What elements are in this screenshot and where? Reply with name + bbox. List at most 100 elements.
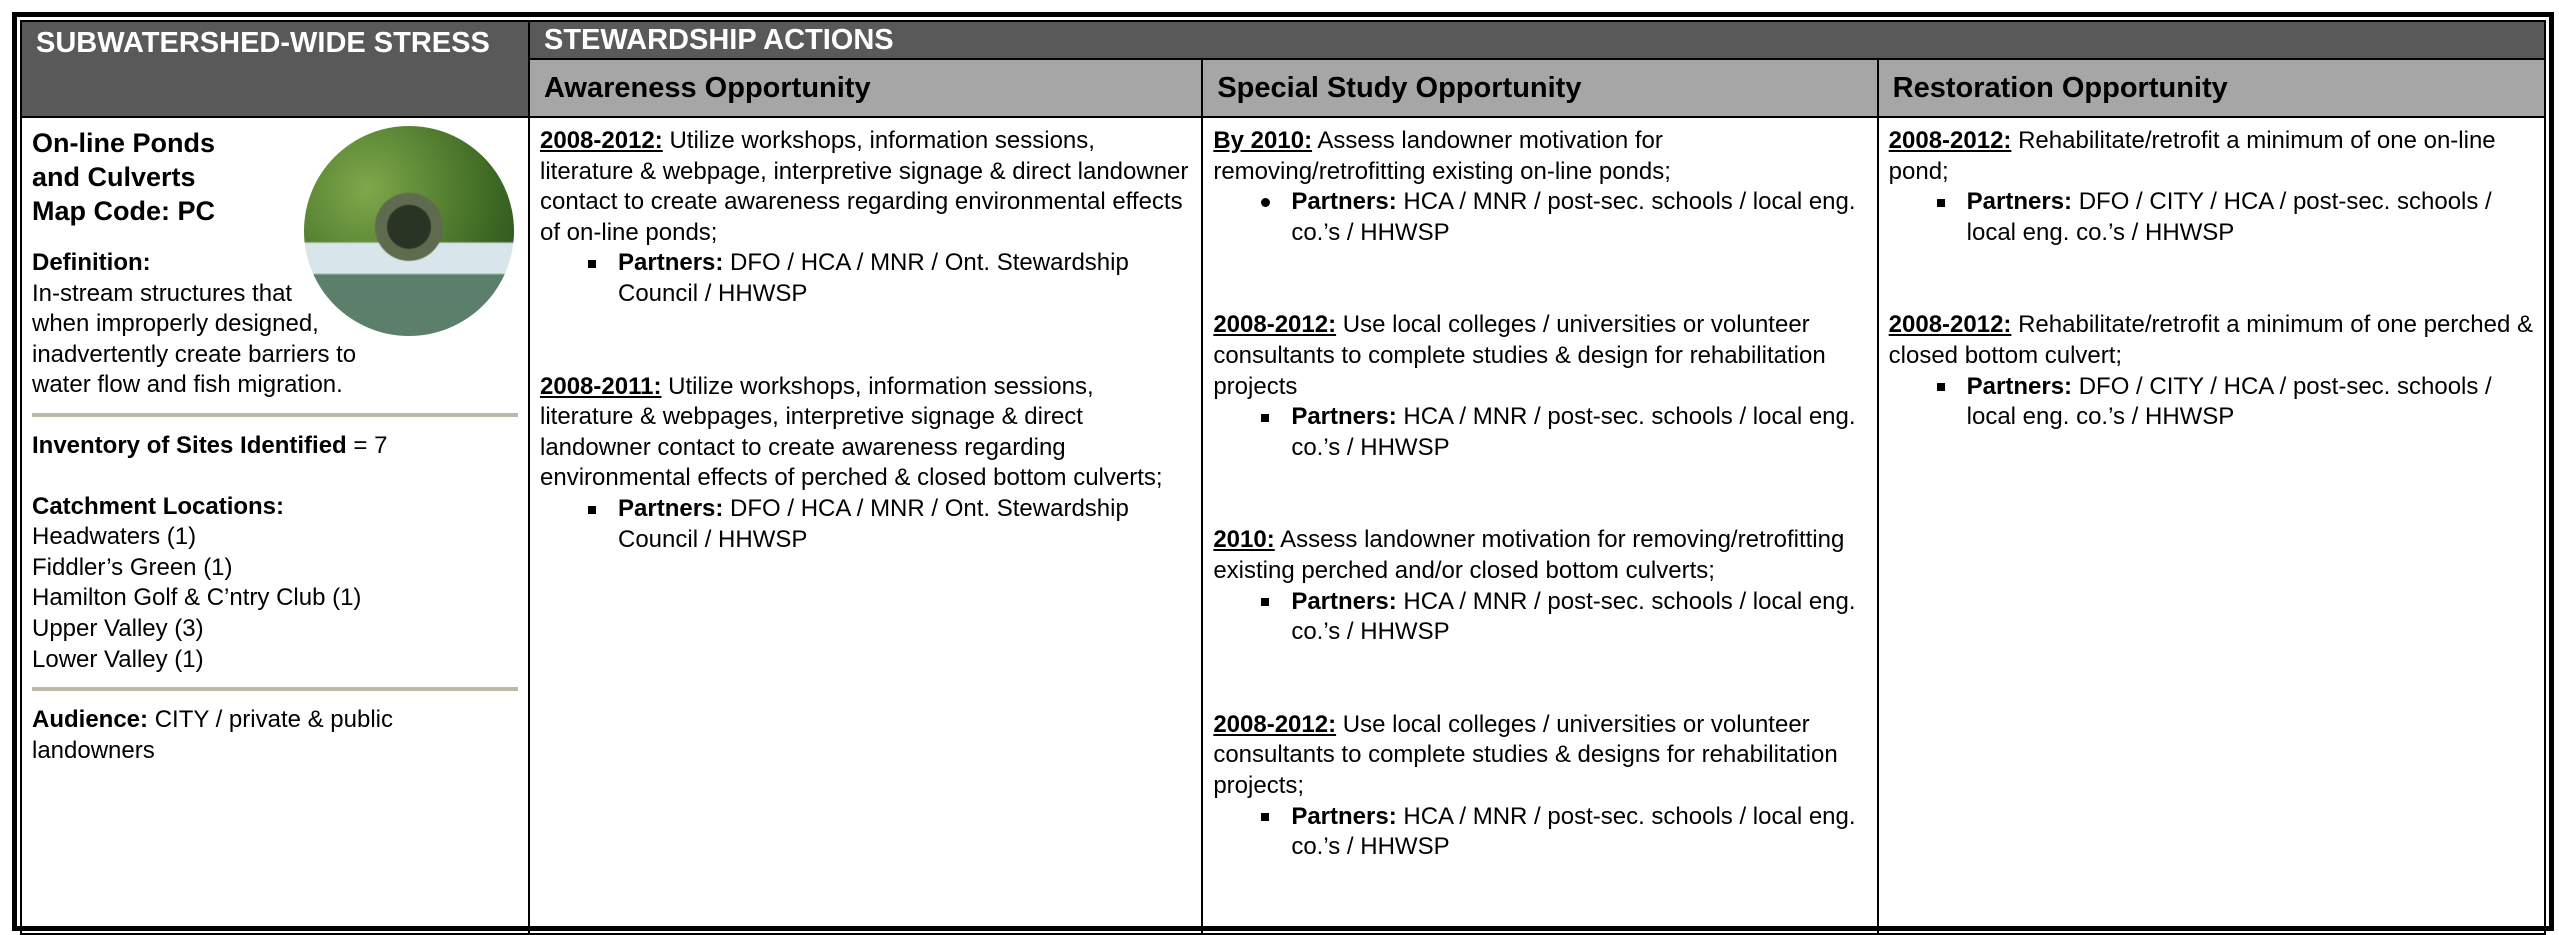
partners-label: Partners: xyxy=(1291,403,1397,431)
title-line: On-line Ponds xyxy=(32,128,216,158)
column-header: Special Study Opportunity xyxy=(1201,58,1879,118)
bullet-mark xyxy=(588,260,596,269)
bullet xyxy=(1253,587,1291,618)
action-description: Rehabilitate/retrofit a minimum of one p… xyxy=(1888,311,2534,369)
stress-cell: On-line Ponds and Culverts Map Code: PC … xyxy=(20,116,530,935)
bullet-mark xyxy=(1261,813,1270,822)
photo xyxy=(304,126,514,336)
partners: Partners: DFO / HCA / MNR / Ont. Steward… xyxy=(580,248,1191,309)
action-text: 2010: Assess landowner motivation for re… xyxy=(1213,525,1866,586)
period: 2008-2012: xyxy=(1888,311,2012,339)
partners-list: DFO / HCA / MNR / Ont. Stewardship Counc… xyxy=(618,494,1129,553)
title-line: Map Code: PC xyxy=(32,196,216,226)
definition-label: Definition: xyxy=(32,249,151,276)
action-description: Utilize workshops, information sessions,… xyxy=(540,127,1189,246)
partners: Partners: HCA / MNR / post-sec. schools … xyxy=(1253,587,1866,648)
partners: Partners: HCA / MNR / post-sec. schools … xyxy=(1253,187,1866,248)
bullet-mark xyxy=(588,505,596,514)
partners-label: Partners: xyxy=(1966,372,2073,400)
period: 2008-2012: xyxy=(540,127,663,154)
action-entry: 2010: Assess landowner motivation for re… xyxy=(1213,525,1866,647)
action-entry: By 2010: Assess landowner motivation for… xyxy=(1213,126,1866,248)
stress-title: On-line Ponds and Culverts Map Code: PC xyxy=(32,126,518,228)
inventory-label: Inventory of Sites Identified xyxy=(32,431,347,459)
period: 2010: xyxy=(1213,526,1275,554)
catchment: Upper Valley (3) xyxy=(32,614,204,642)
action-description: Rehabilitate/retrofit a minimum of one o… xyxy=(1888,127,2496,185)
action-description: Use local colleges / universities or vol… xyxy=(1213,311,1826,400)
partners-label: Partners: xyxy=(1966,188,2073,216)
bullet-mark xyxy=(1936,198,1945,207)
action-entry: 2008-2012: Rehabilitate/retrofit a minim… xyxy=(1889,126,2534,248)
action-description: Assess landowner motivation for removing… xyxy=(1213,127,1671,185)
partners-list: DFO / CITY / HCA / post-sec. schools / l… xyxy=(1966,372,2492,431)
period: 2008-2012: xyxy=(1213,311,1337,339)
partners-list: HCA / MNR / post-sec. schools / local en… xyxy=(1291,403,1856,461)
catchment-list: Headwaters (1) Fiddler’s Green (1) Hamilto… xyxy=(32,522,518,675)
title-line: and Culverts xyxy=(32,162,196,192)
bullet-mark xyxy=(1261,598,1270,607)
action-description: Assess landowner motivation for removing… xyxy=(1213,526,1845,584)
bullet xyxy=(1253,802,1291,833)
action-text: By 2010: Assess landowner motivation for… xyxy=(1213,126,1866,187)
bullet xyxy=(1929,372,1967,403)
catchment: Hamilton Golf & C’ntry Club (1) xyxy=(32,584,362,612)
action-entry: 2008-2012: Use local colleges / universi… xyxy=(1213,310,1866,463)
restoration-cell: 2008-2012: Rehabilitate/retrofit a minim… xyxy=(1876,116,2547,935)
partners: Partners: HCA / MNR / post-sec. schools … xyxy=(1253,802,1866,863)
bullet xyxy=(1929,187,1967,218)
action-text: 2008-2012: Rehabilitate/retrofit a minim… xyxy=(1889,126,2534,187)
bullet-mark xyxy=(1261,413,1270,422)
catchment: Lower Valley (1) xyxy=(32,645,204,673)
action-text: 2008-2012: Utilize workshops, informatio… xyxy=(540,126,1191,248)
inventory-value: = 7 xyxy=(353,431,388,459)
period: 2008-2012: xyxy=(1888,127,2012,154)
separator xyxy=(32,412,518,417)
action-entry: 2008-2012: Utilize workshops, informatio… xyxy=(540,126,1191,310)
action-description: Use local colleges / universities or vol… xyxy=(1213,710,1838,799)
partners-list: HCA / MNR / post-sec. schools / local en… xyxy=(1291,188,1856,246)
column-header: Restoration Opportunity xyxy=(1876,58,2547,118)
stewardship-table: SUBWATERSHED-WIDE STRESS STEWARDSHIP ACT… xyxy=(20,20,2547,935)
catchment-label: Catchment Locations: xyxy=(32,492,285,520)
catchment: Fiddler’s Green (1) xyxy=(32,553,233,581)
bullet-mark xyxy=(1261,198,1271,208)
bullet xyxy=(1253,402,1291,433)
partners-label: Partners: xyxy=(618,494,724,522)
partners-label: Partners: xyxy=(1291,587,1397,615)
catchment: Headwaters (1) xyxy=(32,523,197,551)
period: 2008-2012: xyxy=(1213,710,1337,738)
action-description: Utilize workshops, information sessions,… xyxy=(540,372,1163,492)
action-entry: 2008-2012: Use local colleges / universi… xyxy=(1213,710,1866,863)
separator xyxy=(32,687,518,692)
period: By 2010: xyxy=(1213,127,1313,154)
frame: SUBWATERSHED-WIDE STRESS STEWARDSHIP ACT… xyxy=(12,12,2554,935)
bullet xyxy=(1253,187,1291,218)
partners-list: DFO / CITY / HCA / post-sec. schools / l… xyxy=(1966,188,2492,246)
inventory: Inventory of Sites Identified = 7 xyxy=(32,431,518,462)
partners-label: Partners: xyxy=(1291,188,1397,216)
audience-label: Audience: xyxy=(32,706,149,734)
action-text: 2008-2012: Use local colleges / universi… xyxy=(1213,310,1866,402)
action-text: 2008-2012: Rehabilitate/retrofit a minim… xyxy=(1889,310,2534,371)
audience-value: CITY / private & public landowners xyxy=(32,706,394,764)
partners: Partners: DFO / HCA / MNR / Ont. Steward… xyxy=(580,494,1191,555)
partners-label: Partners: xyxy=(1291,802,1397,830)
partners-label: Partners: xyxy=(618,249,724,277)
awareness-cell: 2008-2012: Utilize workshops, informatio… xyxy=(527,116,1204,935)
partners-list: HCA / MNR / post-sec. schools / local en… xyxy=(1291,802,1856,861)
action-text: 2008-2011: Utilize workshops, informatio… xyxy=(540,372,1191,494)
bullet-mark xyxy=(1936,383,1945,392)
bullet xyxy=(580,494,618,525)
definition: In-stream structures that when improperl… xyxy=(32,279,357,399)
partners: Partners: DFO / CITY / HCA / post-sec. s… xyxy=(1929,372,2534,433)
bullet xyxy=(580,248,618,279)
spacer xyxy=(32,462,518,492)
action-entry: 2008-2011: Utilize workshops, informatio… xyxy=(540,372,1191,556)
special-study-cell: By 2010: Assess landowner motivation for… xyxy=(1201,116,1879,935)
action-entry: 2008-2012: Rehabilitate/retrofit a minim… xyxy=(1889,310,2534,432)
period: 2008-2011: xyxy=(540,372,662,400)
audience: Audience: CITY / private & public landow… xyxy=(32,705,518,766)
actions-header: STEWARDSHIP ACTIONS xyxy=(528,20,2546,60)
